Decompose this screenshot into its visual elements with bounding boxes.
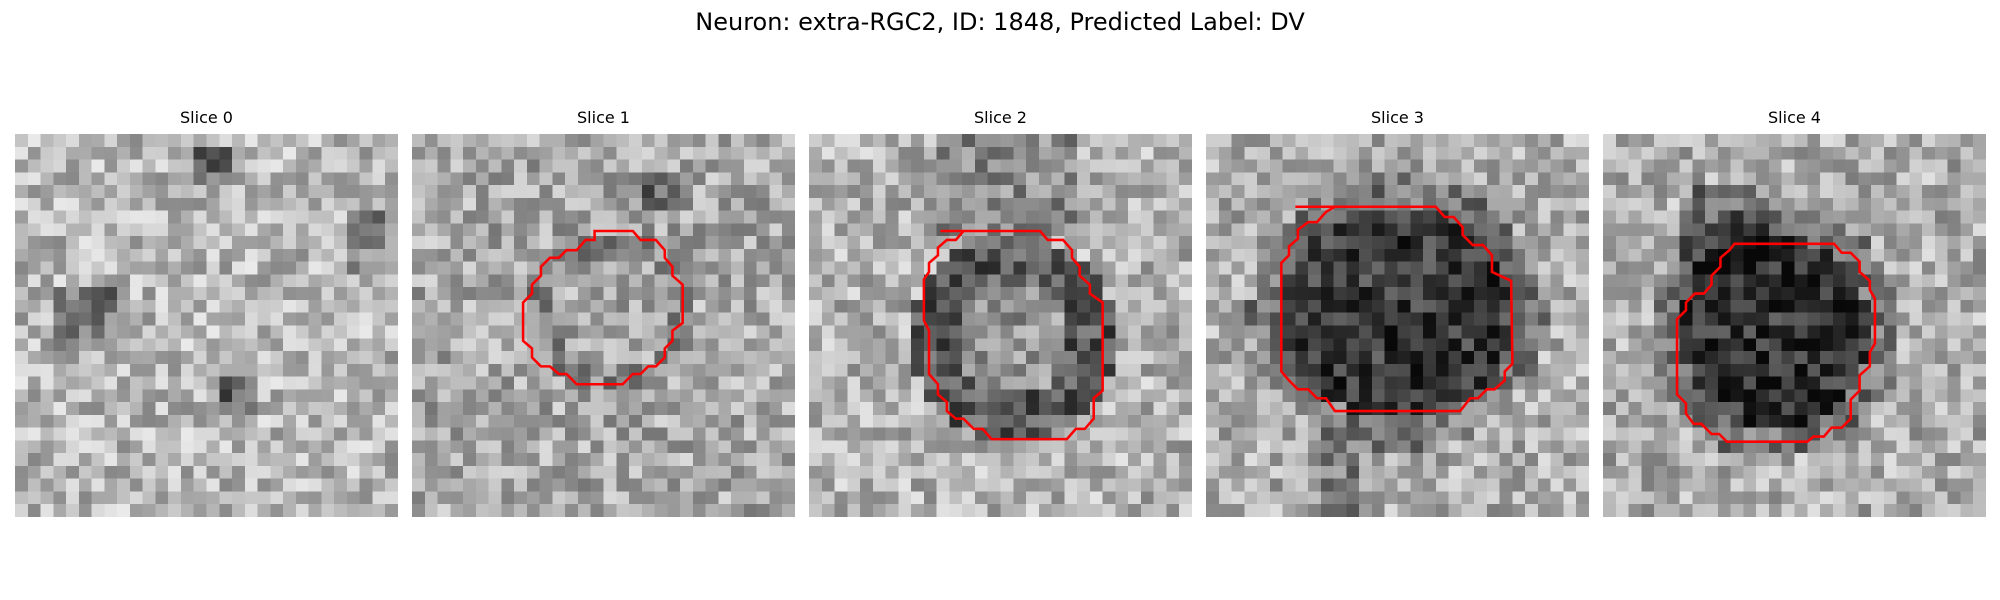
slice-image-3 — [1206, 134, 1589, 517]
roi-contour-1 — [521, 229, 684, 386]
slice-title-3: Slice 3 — [1371, 108, 1424, 127]
slice-title-0: Slice 0 — [180, 108, 233, 127]
slice-panel-0: Slice 0 — [15, 108, 398, 517]
slice-image-4 — [1603, 134, 1986, 517]
slice-panel-3: Slice 3 — [1206, 108, 1589, 517]
roi-contour-3 — [1280, 205, 1514, 413]
slice-image-1 — [412, 134, 795, 517]
slice-panel-1: Slice 1 — [412, 108, 795, 517]
slice-image-2 — [809, 134, 1192, 517]
slice-image-0 — [15, 134, 398, 517]
slice-panel-2: Slice 2 — [809, 108, 1192, 517]
figure-title: Neuron: extra-RGC2, ID: 1848, Predicted … — [695, 8, 1305, 36]
slice-title-1: Slice 1 — [577, 108, 630, 127]
roi-contour-2 — [922, 229, 1104, 441]
slice-title-4: Slice 4 — [1768, 108, 1821, 127]
roi-contour-4 — [1675, 242, 1877, 443]
slice-panel-4: Slice 4 — [1603, 108, 1986, 517]
slice-title-2: Slice 2 — [974, 108, 1027, 127]
